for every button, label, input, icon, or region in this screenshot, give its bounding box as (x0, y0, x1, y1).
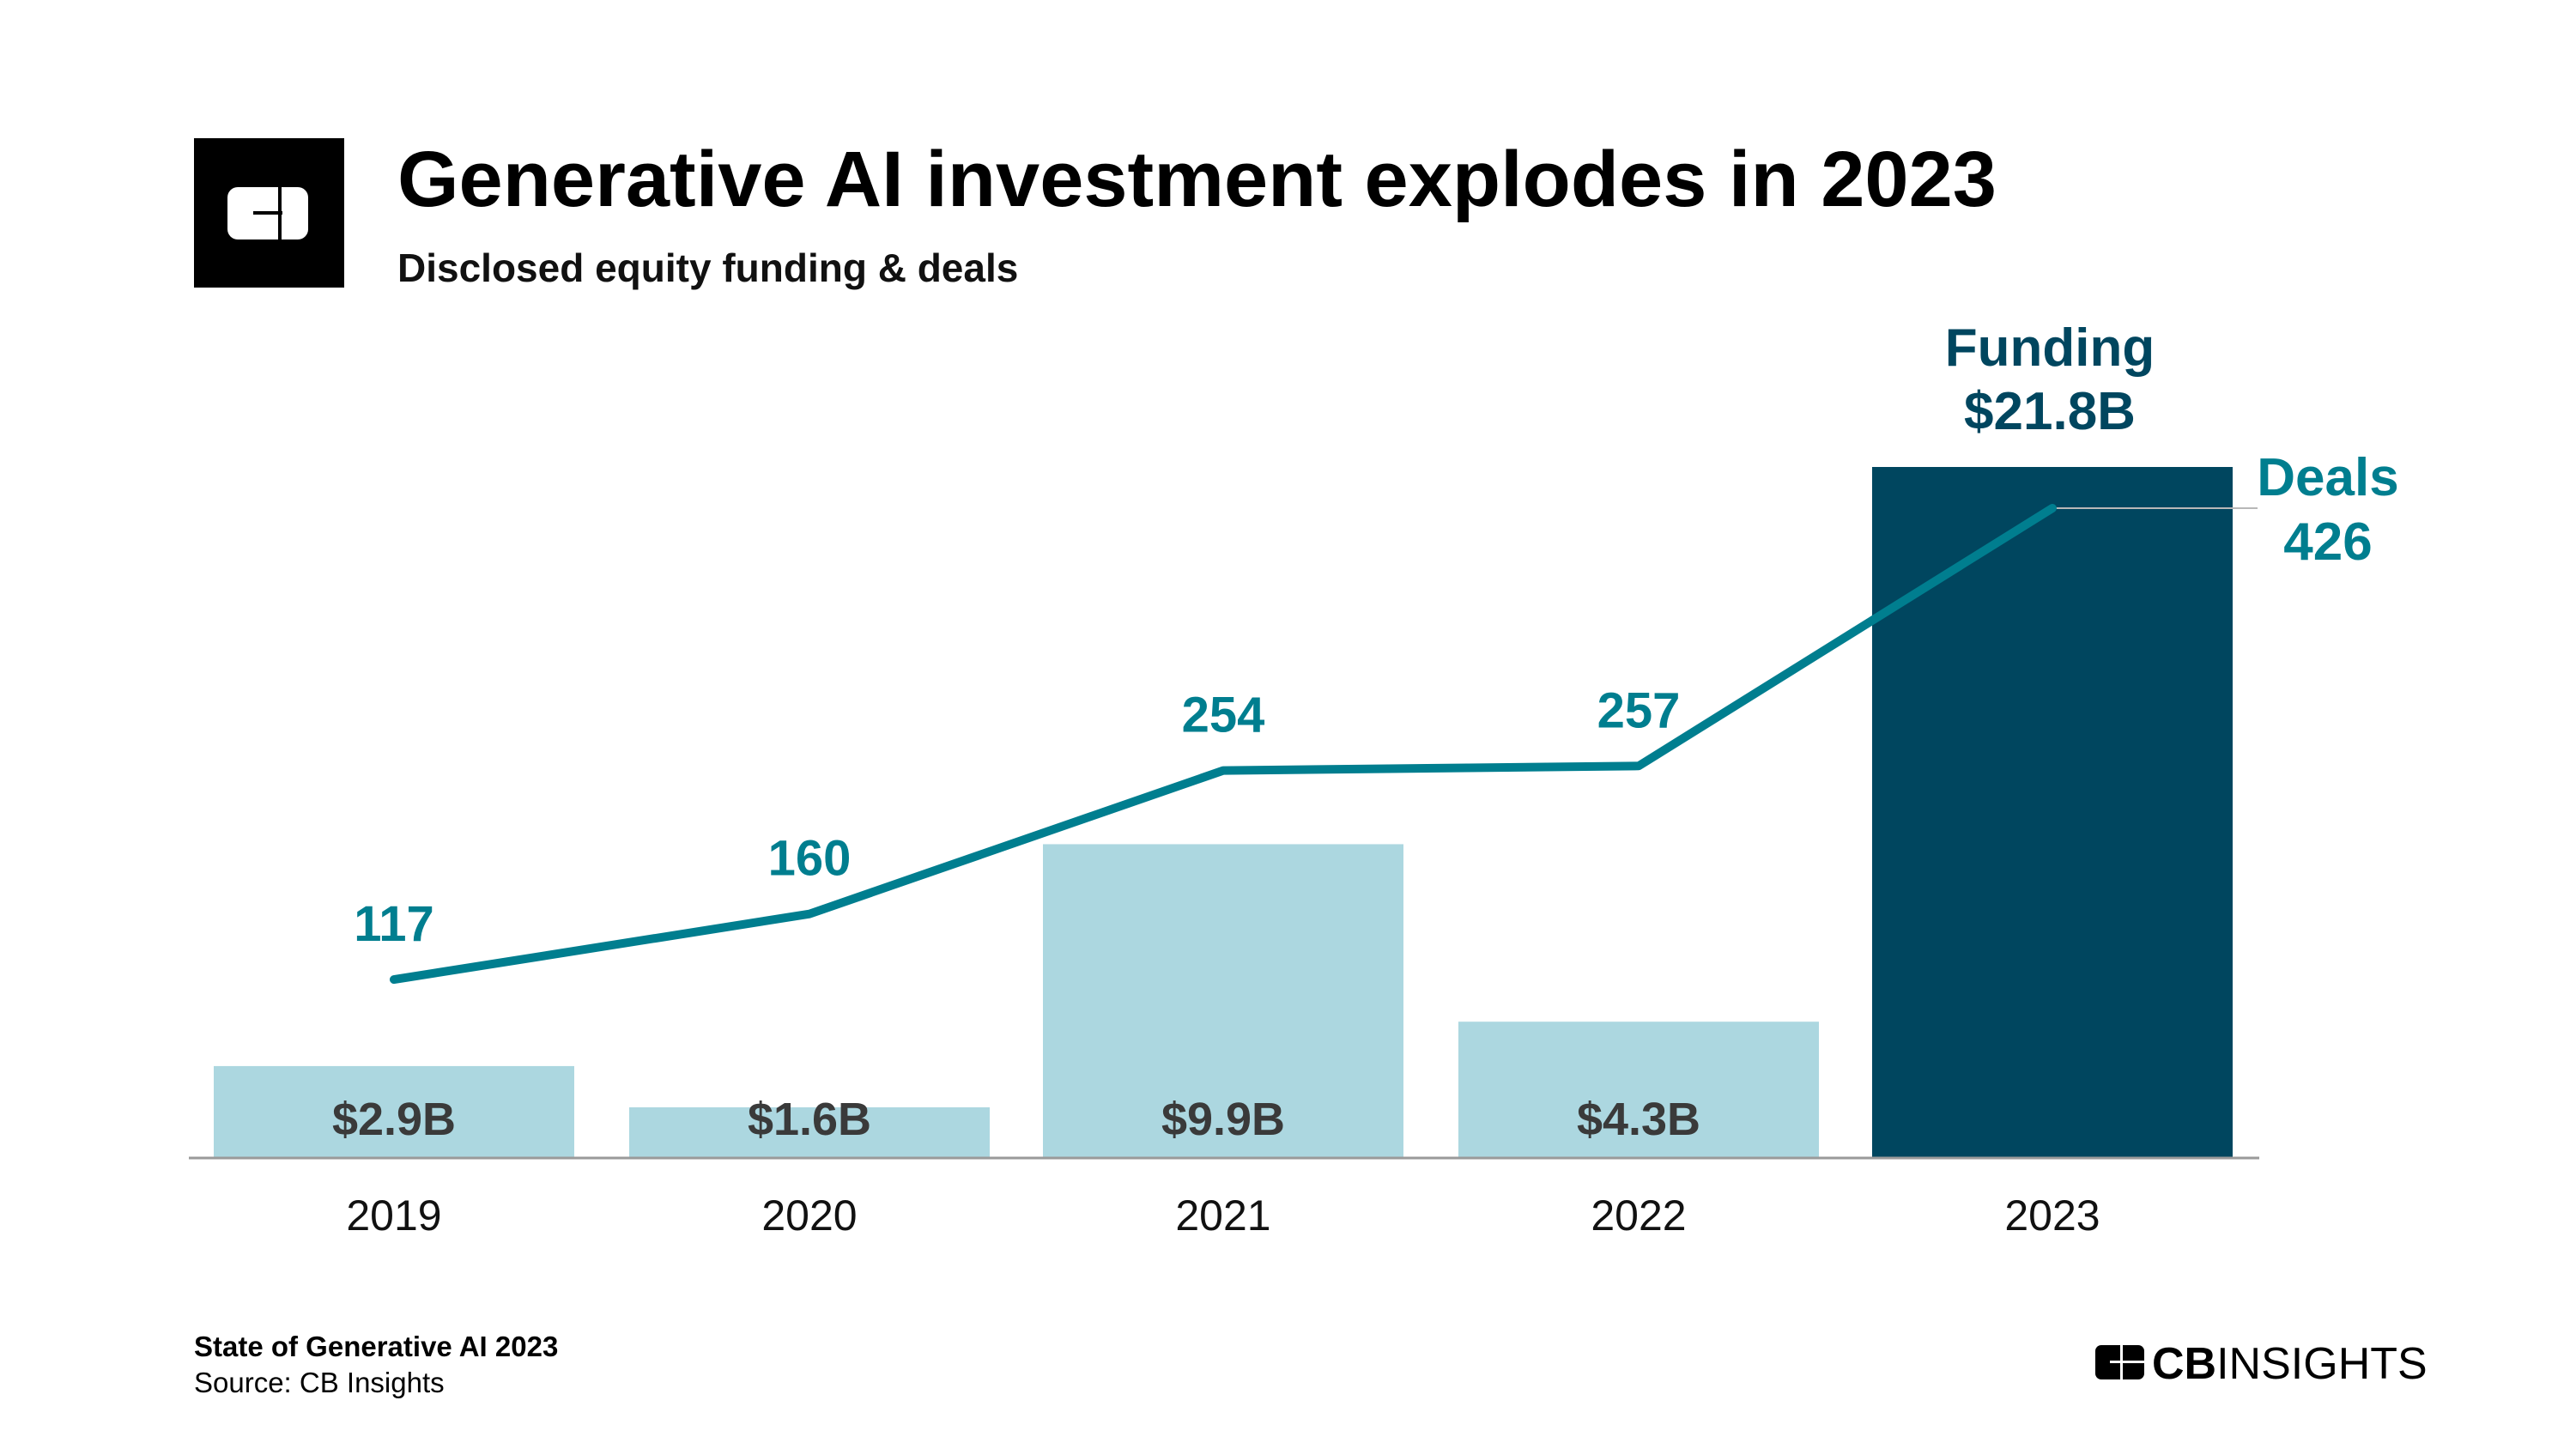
x-tick-2019: 2019 (346, 1191, 441, 1240)
funding-bar-2023 (1872, 467, 2233, 1158)
deals-point-2020 (809, 912, 810, 915)
funding-bar-2019 (214, 1065, 574, 1158)
funding-bar-2021 (1043, 844, 1403, 1158)
logo-text-regular: INSIGHTS (2216, 1339, 2428, 1389)
funding-label-2019: $2.9B (332, 1094, 456, 1145)
x-tick-2023: 2023 (2004, 1191, 2100, 1240)
funding-bars (214, 467, 2233, 1158)
cb-insights-logo: CBINSIGHTS (2095, 1339, 2428, 1389)
x-tick-2021: 2021 (1175, 1191, 1270, 1240)
funding-bar-2022 (1458, 1022, 1819, 1158)
svg-text:CBINSIGHTS: CBINSIGHTS (2152, 1339, 2428, 1389)
funding-label-2021: $9.9B (1161, 1094, 1285, 1145)
funding-bar-2020 (629, 1106, 990, 1158)
footer-source: Source: CB Insights (194, 1367, 445, 1398)
x-tick-2022: 2022 (1591, 1191, 1686, 1240)
deals-labels: 117 160 254 257 (354, 507, 2053, 981)
cb-insights-mark-icon (2095, 1345, 2146, 1379)
deals-series-label: Deals (2257, 448, 2398, 507)
footer-report: State of Generative AI 2023 (194, 1331, 558, 1362)
deals-label-2020: 160 (768, 831, 852, 887)
funding-label-2020: $1.6B (748, 1094, 871, 1145)
chart-title: Generative AI investment explodes in 202… (397, 136, 1997, 223)
cb-insights-mark-icon (194, 138, 344, 288)
x-axis-tick-labels: 2019 2020 2021 2022 2023 (346, 1191, 2100, 1240)
deals-point-2023 (2052, 507, 2053, 509)
funding-label-2022: $4.3B (1577, 1094, 1700, 1145)
funding-series-label: Funding (1945, 318, 2155, 378)
chart-subtitle: Disclosed equity funding & deals (397, 246, 1018, 290)
funding-bar-labels: $2.9B $1.6B $9.9B $4.3B (332, 1094, 1700, 1145)
deals-2023-value: 426 (2283, 512, 2372, 572)
deals-point-2022 (1638, 765, 1640, 767)
funding-2023-value: $21.8B (1964, 382, 2136, 441)
deals-label-2022: 257 (1597, 682, 1681, 738)
deals-point-2019 (393, 979, 395, 981)
deals-point-2021 (1222, 769, 1224, 772)
deals-label-2019: 117 (354, 896, 434, 952)
logo-text-bold: CB (2152, 1339, 2216, 1389)
x-tick-2020: 2020 (761, 1191, 857, 1240)
deals-label-2021: 254 (1182, 688, 1265, 743)
